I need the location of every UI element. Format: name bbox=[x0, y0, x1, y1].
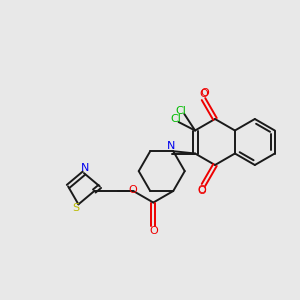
Text: O: O bbox=[128, 185, 137, 195]
Text: S: S bbox=[72, 203, 79, 213]
Text: N: N bbox=[167, 141, 176, 151]
Text: N: N bbox=[81, 163, 89, 173]
Text: O: O bbox=[199, 89, 208, 99]
Text: O: O bbox=[197, 186, 206, 196]
Text: Cl: Cl bbox=[176, 106, 187, 116]
Text: O: O bbox=[149, 226, 158, 236]
Text: O: O bbox=[200, 88, 209, 98]
Text: Cl: Cl bbox=[170, 114, 181, 124]
Text: O: O bbox=[197, 185, 206, 195]
